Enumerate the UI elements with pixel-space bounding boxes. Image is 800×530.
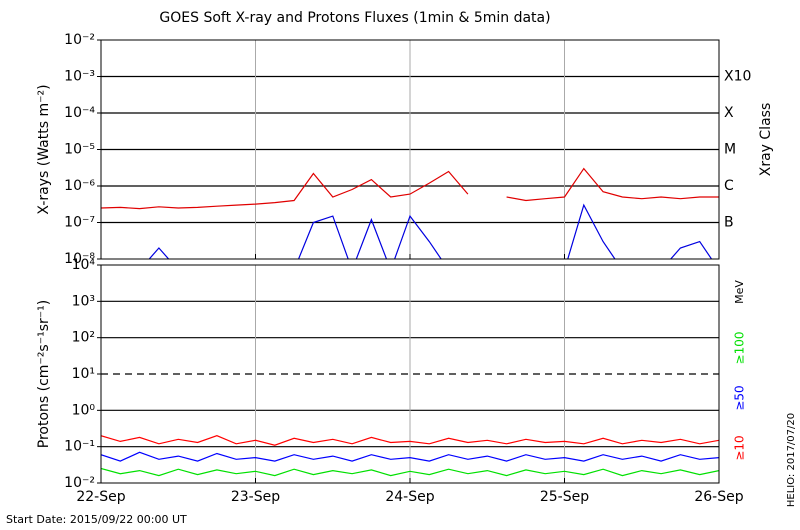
y-tick-label: 10³ [72,293,95,309]
y-tick-label: 10¹ [72,366,95,382]
y-tick-label: 10² [72,330,95,346]
y-tick-label: 10⁻⁶ [64,178,95,194]
y-tick-label: 10⁴ [72,257,96,273]
legend-label: ≥10 [733,435,747,460]
series-line [148,203,713,259]
energy-unit: MeV [733,280,746,304]
series-line [101,451,719,462]
y-axis-label: Protons (cm⁻²s⁻¹sr⁻¹) [36,300,52,449]
start-date: Start Date: 2015/09/22 00:00 UT [6,513,187,526]
series-line [101,467,719,477]
helio-date: HELIO: 2017/07/20 [786,413,797,507]
legend-label: ≥100 [733,332,747,365]
y-tick-label: 10⁻³ [64,69,95,85]
xray-class-label: X10 [724,69,751,85]
xray-class-label: B [724,215,734,231]
series-line [101,435,719,446]
plot-frame [100,39,720,260]
x-tick-label: 25-Sep [540,489,589,505]
x-tick-label: 24-Sep [385,489,434,505]
legend-label: ≥50 [733,385,747,410]
y-tick-label: 10⁰ [72,402,96,418]
xray-class-label: C [724,178,734,194]
y-tick-label: 10⁻⁸ [64,251,95,267]
y-tick-label: 10⁻⁷ [64,215,95,231]
y-tick-label: 10⁻¹ [64,439,95,455]
x-tick-label: 22-Sep [76,489,125,505]
xray-class-label: X [724,105,734,121]
y-tick-label: 10⁻² [64,475,95,491]
y2-axis-label: Xray Class [758,103,774,177]
y-tick-label: 10⁻⁵ [64,142,95,158]
series-line [101,167,719,210]
x-tick-label: 26-Sep [694,489,743,505]
y-tick-label: 10⁻⁴ [64,105,95,121]
chart-title: GOES Soft X-ray and Protons Fluxes (1min… [159,10,550,26]
x-tick-label: 23-Sep [231,489,280,505]
plot-frame [100,264,720,484]
xray-class-label: M [724,142,736,158]
y-tick-label: 10⁻² [64,32,95,48]
y-axis-label: X-rays (Watts m⁻²) [36,84,52,214]
